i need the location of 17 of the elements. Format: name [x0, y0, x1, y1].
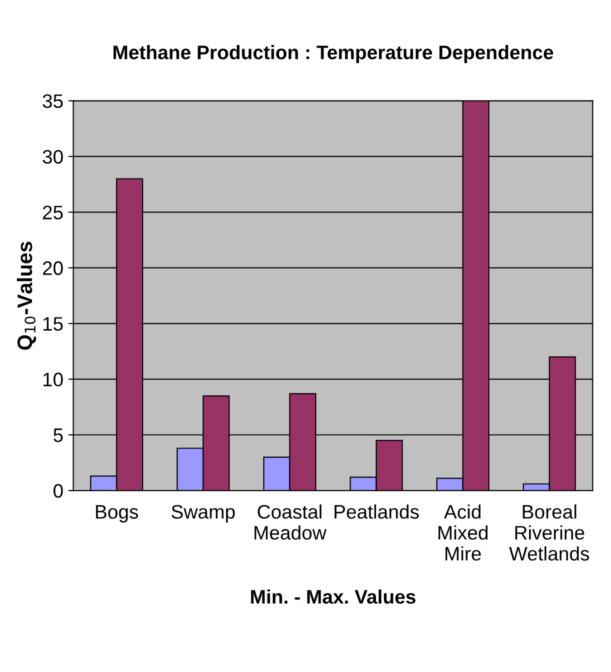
y-axis-title: Q$_{10}$-Values — [16, 242, 36, 350]
x-tick-label: Acid Mixed Mire — [438, 504, 488, 561]
x-tick-label: Swamp — [172, 504, 235, 523]
y-tick-label: 5 — [54, 428, 63, 442]
y-tick-label: 25 — [42, 206, 63, 220]
x-tick-label: Coastal Meadow — [254, 504, 327, 540]
y-tick-label: 30 — [42, 150, 63, 164]
x-tick-label: Boreal Riverine Wetlands — [509, 504, 590, 561]
x-tick-label: Peatlands — [334, 504, 419, 519]
x-tick-label: Bogs — [96, 505, 138, 523]
y-tick-label: 0 — [54, 484, 63, 498]
y-tick-label: 10 — [43, 372, 63, 386]
y-tick-label: 35 — [42, 94, 63, 108]
x-axis-title: Min. - Max. Values — [251, 589, 416, 604]
chart-title: Methane Production : Temperature Dependence — [114, 45, 554, 64]
y-tick-label: 15 — [43, 317, 63, 331]
y-tick-label: 20 — [42, 261, 63, 276]
